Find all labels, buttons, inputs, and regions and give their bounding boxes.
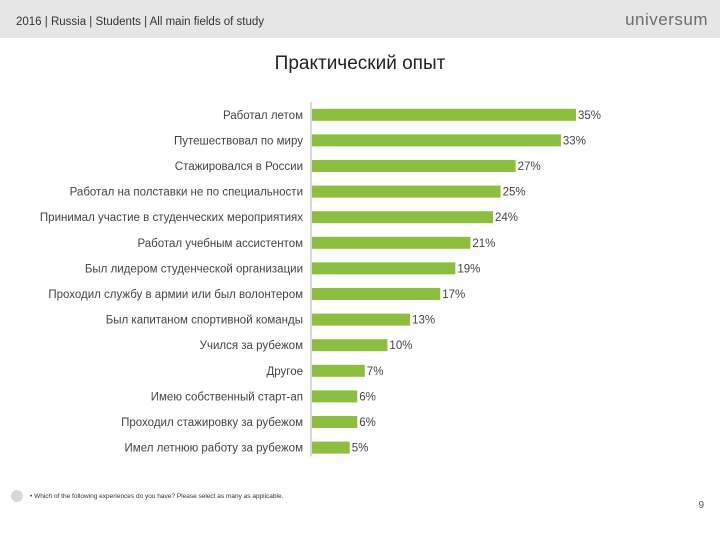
value-label: 7% xyxy=(367,366,384,378)
bar xyxy=(312,108,576,121)
category-label: Работал на полставки не по специальности xyxy=(70,187,303,199)
header-bar xyxy=(0,0,720,38)
bar xyxy=(312,185,501,198)
bar xyxy=(312,441,350,454)
category-label: Путешествовал по миру xyxy=(174,135,303,147)
category-label: Имею собственный старт-ап xyxy=(151,391,303,403)
value-label: 6% xyxy=(359,391,376,403)
value-label: 21% xyxy=(472,238,495,250)
bar xyxy=(312,364,365,377)
universum-logo: universum xyxy=(625,10,708,29)
bar xyxy=(312,288,441,300)
category-label: Работал летом xyxy=(223,110,303,122)
value-label: 17% xyxy=(442,289,465,301)
bar xyxy=(312,416,358,428)
bar xyxy=(312,339,388,352)
bar xyxy=(312,313,411,326)
bar xyxy=(312,211,494,224)
category-label: Принимал участие в студенческих мероприя… xyxy=(40,212,303,224)
bar xyxy=(312,160,516,172)
bar xyxy=(312,236,471,249)
value-label: 27% xyxy=(518,161,541,173)
category-label: Проходил стажировку за рубежом xyxy=(121,417,303,429)
category-label: Проходил службу в армии или был волонтер… xyxy=(48,289,303,301)
value-label: 6% xyxy=(359,417,376,429)
header-text: 2016 | Russia | Students | All main fiel… xyxy=(16,16,265,28)
value-label: 25% xyxy=(503,187,526,199)
value-label: 13% xyxy=(412,315,435,327)
category-label: Был капитаном спортивной команды xyxy=(106,315,303,327)
value-label: 19% xyxy=(457,263,480,275)
value-label: 33% xyxy=(563,135,586,147)
value-label: 10% xyxy=(389,340,412,352)
bar xyxy=(312,262,456,275)
category-label: Имел летнюю работу за рубежом xyxy=(125,443,304,455)
category-label: Учился за рубежом xyxy=(200,340,303,352)
footnote-text: Which of the following experiences do yo… xyxy=(34,493,284,500)
category-label: Был лидером студенческой организации xyxy=(85,263,303,275)
chart-title: Практический опыт xyxy=(274,53,446,74)
footnote: • Which of the following experiences do … xyxy=(30,493,283,500)
value-label: 24% xyxy=(495,212,518,224)
value-label: 35% xyxy=(578,110,601,122)
category-label: Стажировался в России xyxy=(175,161,303,173)
category-label: Другое xyxy=(266,366,303,378)
bar xyxy=(312,390,358,403)
footnote-marker xyxy=(11,490,23,502)
value-label: 5% xyxy=(352,443,369,455)
page-number: 9 xyxy=(698,500,704,511)
bar xyxy=(312,134,561,147)
category-label: Работал учебным ассистентом xyxy=(137,238,303,250)
footnote-bullet: • xyxy=(30,493,33,500)
